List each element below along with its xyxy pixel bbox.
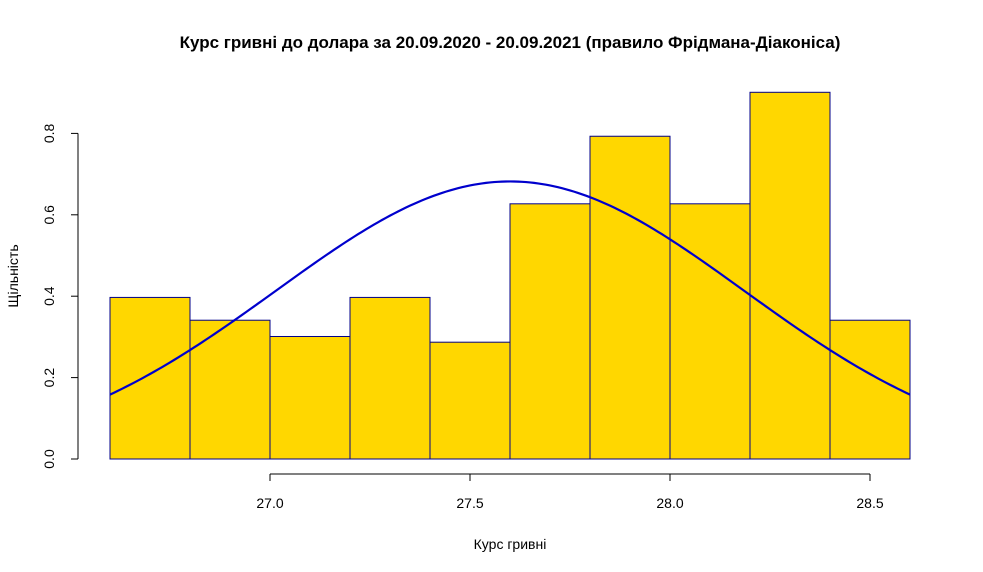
histogram-bar-10	[829, 319, 911, 460]
histogram-bar-8	[669, 203, 751, 460]
x-tick-label: 28.5	[856, 495, 883, 511]
y-tick-label: 0.4	[41, 286, 57, 306]
histogram-bar-7	[589, 135, 671, 460]
histogram-bar-4	[349, 296, 431, 460]
x-axis-label: Курс гривні	[474, 536, 547, 552]
y-tick-label: 0.8	[41, 123, 57, 143]
x-tick-label: 27.5	[456, 495, 483, 511]
bars-group	[109, 91, 911, 460]
x-tick-label: 28.0	[656, 495, 683, 511]
histogram-bar-1	[109, 296, 191, 460]
y-tick-label: 0.0	[41, 449, 57, 469]
histogram-bar-3	[269, 335, 351, 460]
y-tick-label: 0.6	[41, 205, 57, 225]
x-axis: 27.0 27.5 28.0 28.5	[256, 473, 884, 511]
density-curve	[109, 180, 911, 396]
histogram-bar-6	[509, 203, 591, 460]
y-axis: 0.0 0.2 0.4 0.6 0.8	[41, 123, 79, 469]
y-tick-label: 0.2	[41, 368, 57, 388]
x-tick-label: 27.0	[256, 495, 283, 511]
histogram-bar-2	[189, 319, 271, 460]
histogram-bar-9	[749, 91, 831, 460]
chart-title: Курс гривні до долара за 20.09.2020 - 20…	[180, 33, 841, 52]
y-axis-label: Щільність	[5, 244, 21, 307]
histogram-bar-5	[429, 341, 511, 460]
